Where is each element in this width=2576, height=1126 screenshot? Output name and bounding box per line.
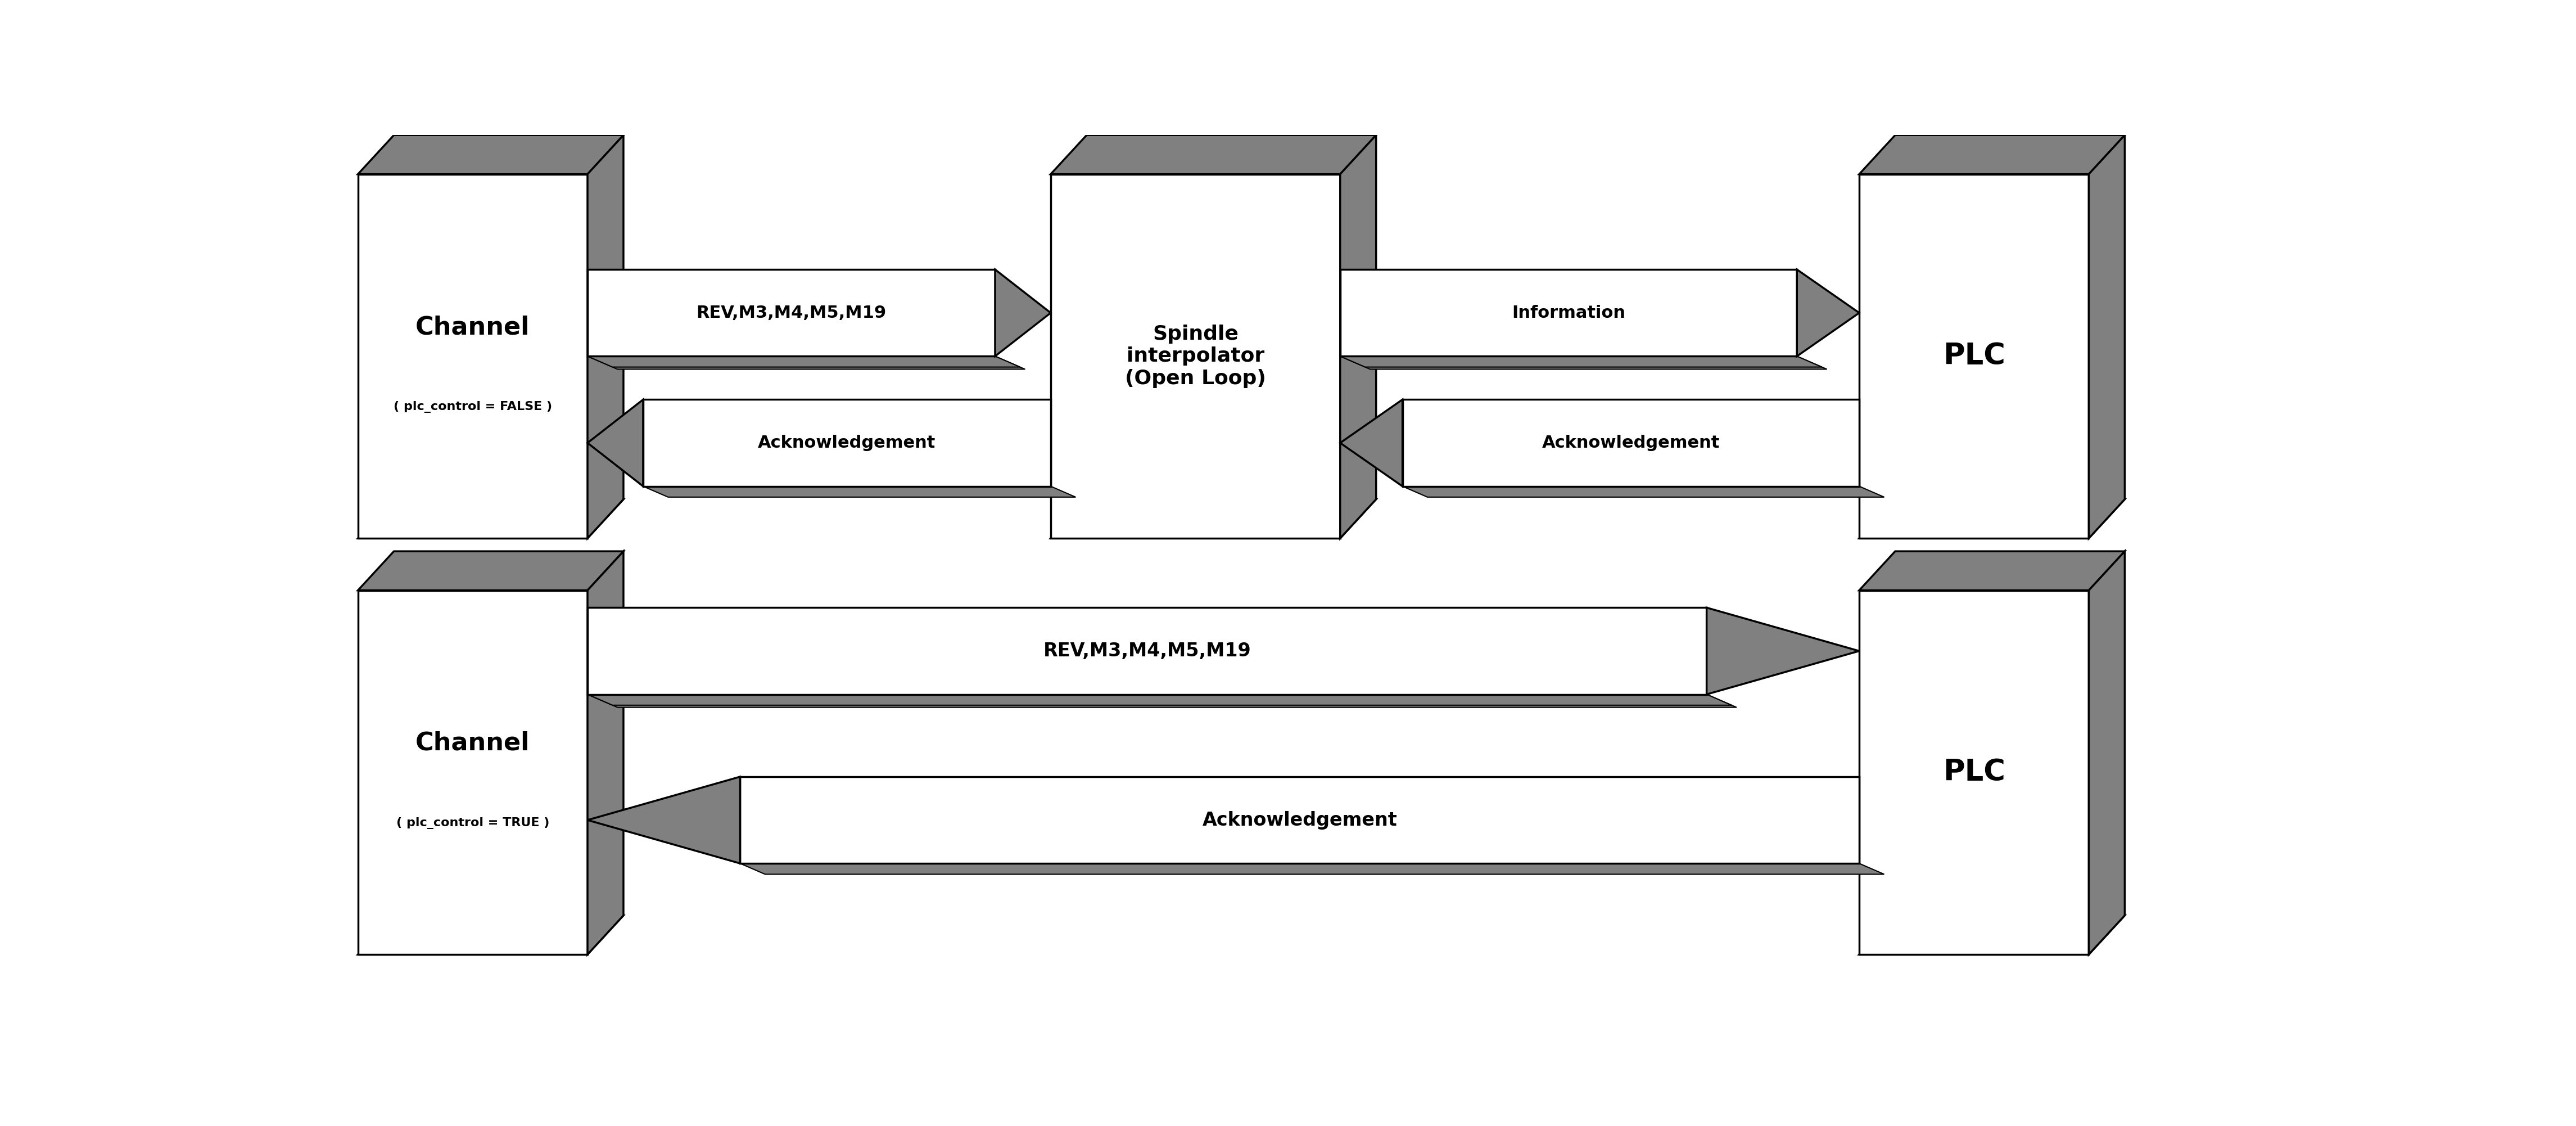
Polygon shape [1340, 269, 1798, 356]
Polygon shape [1051, 499, 1376, 538]
Polygon shape [587, 356, 1020, 367]
Polygon shape [1860, 499, 2125, 538]
Text: ( plc_control = FALSE ): ( plc_control = FALSE ) [394, 401, 551, 413]
Polygon shape [587, 135, 623, 538]
Polygon shape [2089, 135, 2125, 538]
Polygon shape [1051, 135, 1376, 175]
Polygon shape [739, 777, 1860, 864]
Text: Acknowledgement: Acknowledgement [757, 435, 935, 452]
Polygon shape [587, 695, 1731, 705]
Text: Channel: Channel [415, 315, 531, 339]
Polygon shape [1860, 590, 2089, 955]
Polygon shape [587, 552, 623, 955]
Polygon shape [1798, 269, 1860, 356]
Text: ( plc_control = TRUE ): ( plc_control = TRUE ) [397, 817, 549, 829]
Polygon shape [587, 356, 1025, 369]
Polygon shape [2089, 552, 2125, 955]
Text: REV,M3,M4,M5,M19: REV,M3,M4,M5,M19 [696, 305, 886, 321]
Polygon shape [994, 269, 1051, 356]
Text: Spindle
interpolator
(Open Loop): Spindle interpolator (Open Loop) [1126, 324, 1265, 388]
Text: Acknowledgement: Acknowledgement [1543, 435, 1721, 452]
Text: Information: Information [1512, 305, 1625, 321]
Polygon shape [1860, 552, 2125, 590]
Polygon shape [1340, 400, 1401, 486]
Text: Acknowledgement: Acknowledgement [1203, 811, 1396, 830]
Polygon shape [1401, 486, 1883, 497]
Polygon shape [358, 915, 623, 955]
Polygon shape [1401, 400, 1860, 486]
Polygon shape [587, 608, 1708, 695]
Polygon shape [358, 590, 587, 955]
Polygon shape [358, 135, 623, 175]
Text: Channel: Channel [415, 731, 531, 756]
Polygon shape [587, 400, 644, 486]
Polygon shape [1340, 135, 1376, 538]
Polygon shape [1860, 915, 2125, 955]
Text: PLC: PLC [1942, 758, 2004, 787]
Text: REV,M3,M4,M5,M19: REV,M3,M4,M5,M19 [1043, 642, 1252, 660]
Polygon shape [1340, 356, 1826, 369]
Polygon shape [1708, 608, 1860, 695]
Polygon shape [358, 175, 587, 538]
Polygon shape [358, 552, 623, 590]
Polygon shape [739, 864, 1883, 874]
Polygon shape [644, 400, 1051, 486]
Text: PLC: PLC [1942, 341, 2004, 370]
Polygon shape [1860, 175, 2089, 538]
Polygon shape [1051, 175, 1340, 538]
Polygon shape [358, 499, 623, 538]
Polygon shape [644, 486, 1077, 497]
Polygon shape [1860, 135, 2125, 175]
Polygon shape [1340, 356, 1821, 367]
Polygon shape [587, 269, 994, 356]
Polygon shape [587, 695, 1736, 707]
Polygon shape [587, 777, 739, 864]
